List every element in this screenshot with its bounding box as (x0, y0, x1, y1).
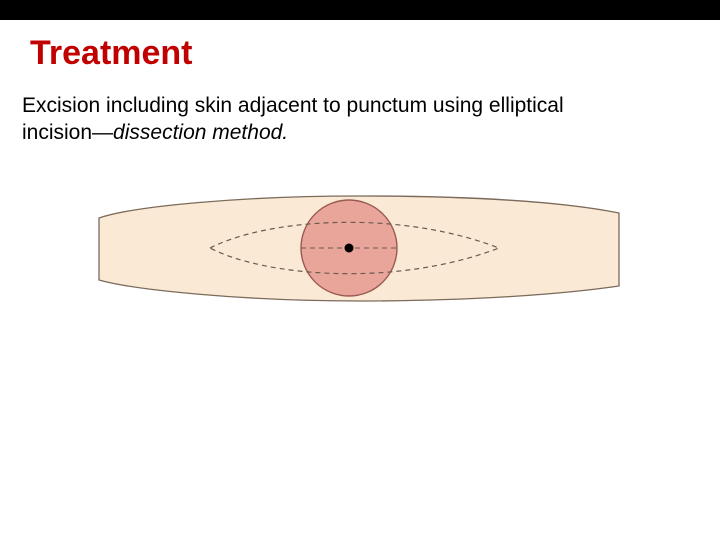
body-line-1: Excision including skin adjacent to punc… (22, 92, 564, 119)
body-line-2-italic: dissection method. (113, 121, 288, 144)
body-text: Excision including skin adjacent to punc… (22, 92, 564, 146)
excision-diagram (94, 168, 624, 338)
top-bar (0, 0, 720, 20)
body-line-2-plain: incision— (22, 121, 113, 144)
slide-title: Treatment (30, 34, 193, 73)
punctum-dot (345, 244, 354, 253)
body-line-2: incision—dissection method. (22, 119, 564, 146)
